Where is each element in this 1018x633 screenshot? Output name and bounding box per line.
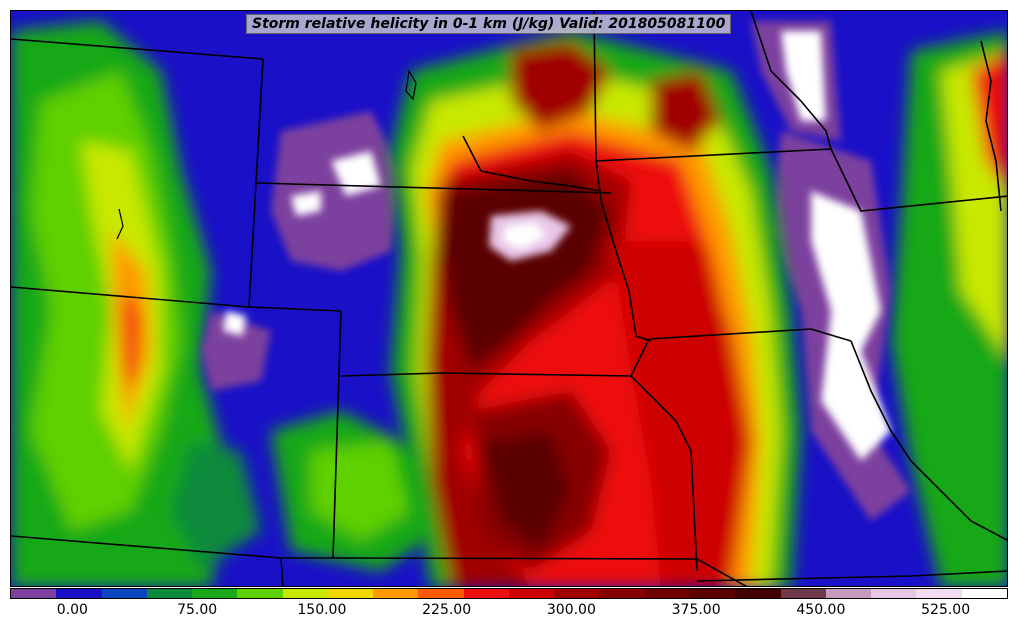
colorbar-segment — [780, 589, 826, 598]
colorbar-segment — [11, 589, 57, 598]
colorbar-segment — [871, 589, 917, 598]
colorbar-tick-label: 450.00 — [796, 602, 846, 618]
state-boundaries — [11, 11, 1007, 586]
colorbar-segment — [192, 589, 238, 598]
colorbar-tick-label: 375.00 — [671, 602, 721, 618]
colorbar-segment — [599, 589, 645, 598]
colorbar-segment — [373, 589, 419, 598]
colorbar-tick-label: 300.00 — [546, 602, 596, 618]
colorbar-segment — [689, 589, 736, 598]
map-title: Storm relative helicity in 0-1 km (J/kg)… — [246, 14, 732, 34]
colorbar-segment — [463, 589, 509, 598]
colorbar-segment — [735, 589, 781, 598]
colorbar-tick-label: 75.00 — [177, 602, 218, 618]
helicity-map — [10, 10, 1008, 587]
colorbar-tick-label: 150.00 — [297, 602, 347, 618]
field-white-areas — [223, 31, 891, 461]
colorbar-segment — [418, 589, 464, 598]
colorbar-tick-label: 0.00 — [56, 602, 88, 618]
colorbar-tick-label: 225.00 — [422, 602, 472, 618]
field-west-band — [11, 21, 1007, 586]
lakes — [116, 69, 417, 240]
map-canvas — [11, 11, 1007, 586]
colorbar-segment — [961, 589, 1007, 598]
colorbar-segment — [916, 589, 962, 598]
colorbar-ticks: 0.00 75.00 150.00 225.00 300.00 375.00 450.00 5… — [10, 602, 1008, 622]
colorbar-segment — [282, 589, 328, 598]
colorbar-tick-label: 525.00 — [921, 602, 971, 618]
colorbar-segment — [554, 589, 600, 598]
colorbar-segment — [508, 589, 555, 598]
colorbar-segment — [56, 589, 102, 598]
colorbar — [10, 588, 1008, 599]
colorbar-segment — [644, 589, 690, 598]
field-peak — [489, 211, 571, 261]
colorbar-segment — [237, 589, 283, 598]
colorbar-segment — [101, 589, 147, 598]
colorbar-segment — [327, 589, 374, 598]
colorbar-segment — [146, 589, 193, 598]
colorbar-segment — [825, 589, 872, 598]
